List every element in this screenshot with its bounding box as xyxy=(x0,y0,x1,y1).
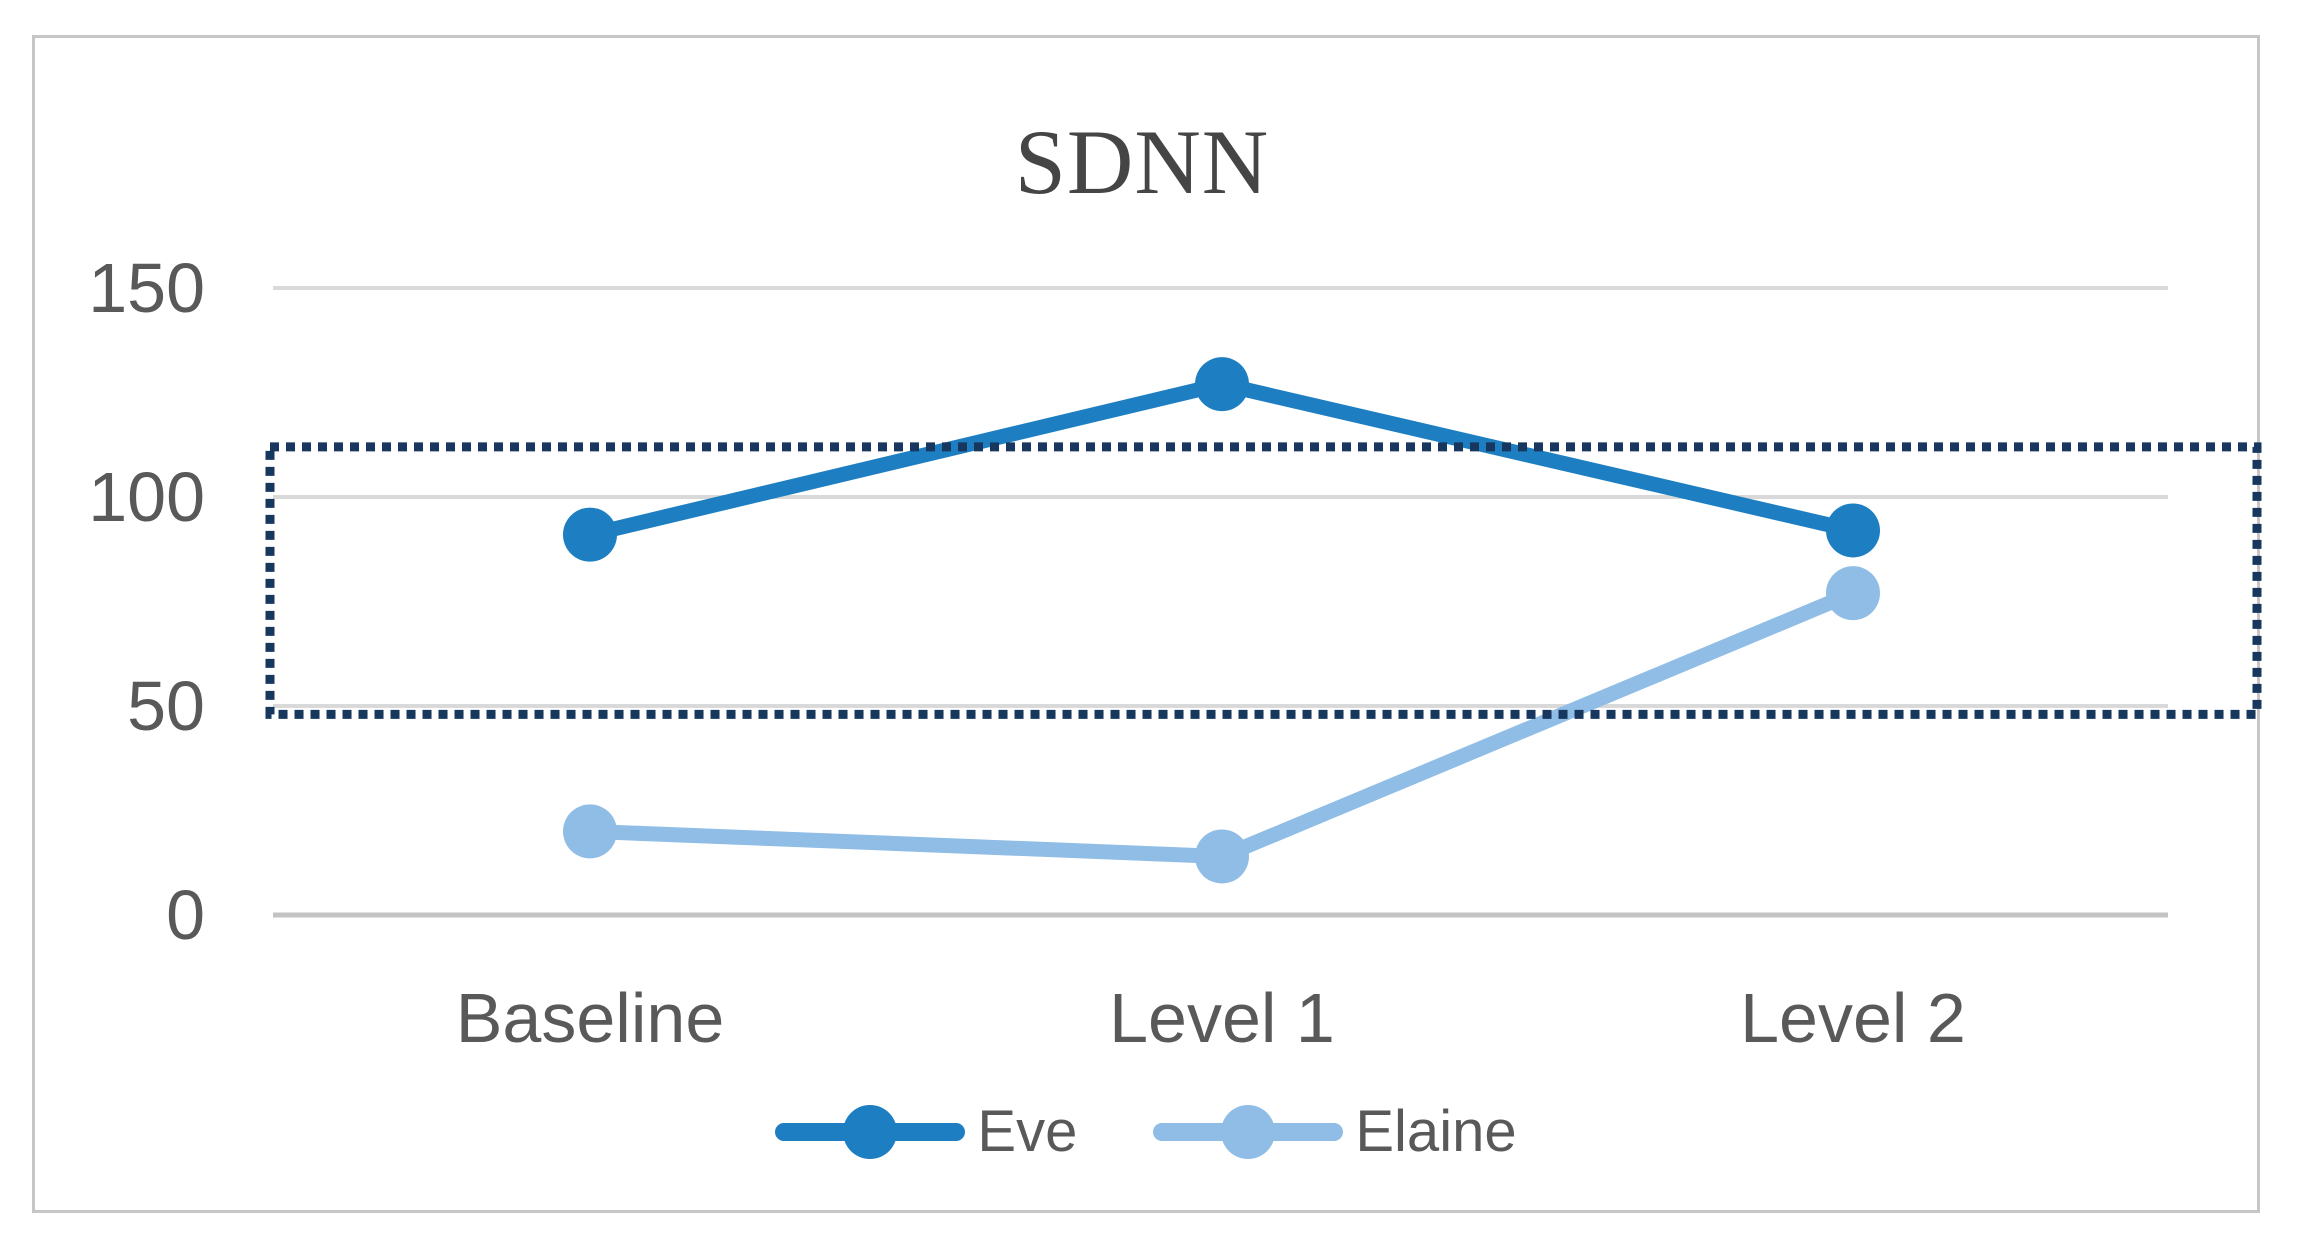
legend-swatch-dot xyxy=(1221,1105,1276,1159)
legend-swatch-dot xyxy=(843,1105,898,1159)
legend-label-elaine: Elaine xyxy=(1355,1099,1517,1164)
y-tick-label: 0 xyxy=(166,876,205,954)
legend: Eve Elaine xyxy=(32,1092,2260,1172)
legend-item-elaine: Elaine xyxy=(1153,1099,1517,1164)
x-axis-label-level1: Level 1 xyxy=(1109,979,1335,1057)
eve-series-marker-icon xyxy=(775,1105,966,1159)
x-axis-label-level2: Level 2 xyxy=(1740,979,1966,1057)
legend-label-eve: Eve xyxy=(977,1099,1078,1164)
elaine-series-marker-icon xyxy=(1153,1105,1344,1159)
y-tick-label: 100 xyxy=(88,458,205,536)
y-tick-label: 50 xyxy=(127,667,205,745)
chart-frame xyxy=(32,35,2260,1213)
y-tick-label: 150 xyxy=(88,249,205,327)
chart-title: SDNN xyxy=(1014,111,1270,213)
x-axis-label-baseline: Baseline xyxy=(455,979,725,1057)
legend-item-eve: Eve xyxy=(775,1103,1077,1161)
